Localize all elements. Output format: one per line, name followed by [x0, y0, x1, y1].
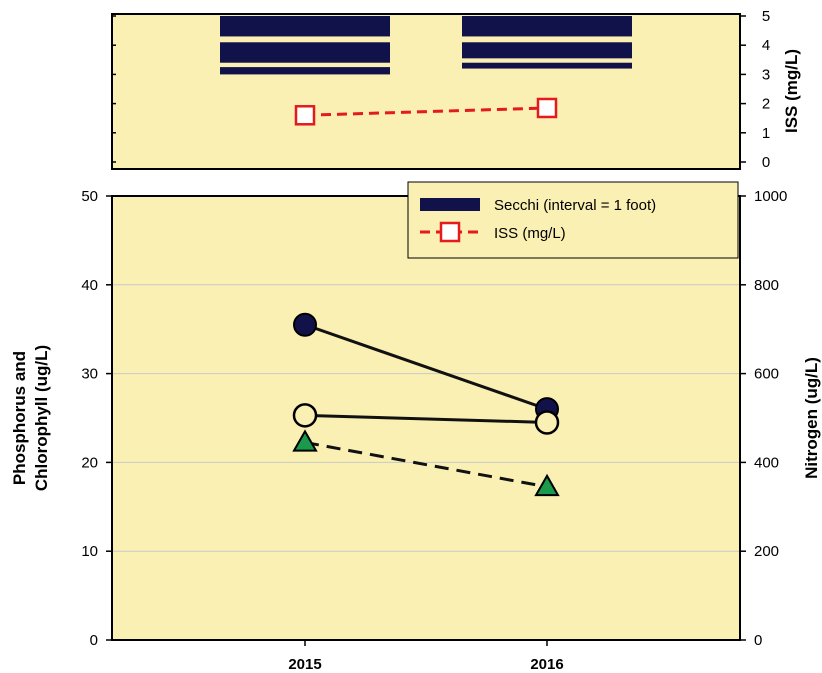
- series-2-point: [534, 473, 560, 497]
- secchi-bar-segment: [462, 62, 632, 69]
- legend-box: [407, 181, 739, 259]
- series-2-line: [304, 440, 548, 489]
- series-1-point: [292, 403, 318, 428]
- legend-secchi-label: Secchi (interval = 1 foot): [494, 197, 656, 214]
- secchi-bar-segment: [220, 42, 390, 63]
- bottom-right-axis: 0 200 400 600 800 1000: [740, 188, 787, 649]
- series-1-line: [304, 413, 548, 424]
- series-1-point: [534, 410, 560, 435]
- secchi-bar-segment: [220, 16, 390, 37]
- iss-series: [294, 97, 558, 126]
- top-right-tick-label: 2: [762, 96, 770, 113]
- gridlines: [112, 284, 740, 552]
- top-right-tick-label: 3: [762, 66, 770, 83]
- left-tick-label: 10: [81, 543, 98, 560]
- x-tick-label: 2016: [530, 656, 563, 673]
- right-tick-label: 0: [754, 632, 762, 649]
- top-panel-right-axis: 0 1 2 3 4 5: [740, 8, 770, 171]
- bottom-left-axis: 0 10 20 30 40 50: [81, 188, 112, 649]
- top-panel-left-ticks: [112, 15, 116, 163]
- series-0-point: [293, 312, 317, 337]
- series-0-line: [304, 323, 548, 411]
- right-tick-label: 1000: [754, 188, 787, 205]
- legend-iss-marker: [439, 221, 461, 243]
- secchi-bar-segment: [220, 67, 390, 75]
- secchi-bar-segment: [462, 42, 632, 59]
- right-tick-label: 800: [754, 277, 779, 294]
- left-tick-label: 0: [90, 632, 98, 649]
- top-right-tick-label: 0: [762, 154, 770, 171]
- iss-line: [304, 106, 548, 117]
- left-y-axis-title-line1: Phosphorus and: [10, 351, 29, 485]
- secchi-bar-segment: [462, 16, 632, 37]
- right-tick-label: 400: [754, 454, 779, 471]
- left-tick-label: 50: [81, 188, 98, 205]
- left-tick-label: 30: [81, 366, 98, 383]
- iss-marker: [536, 97, 558, 119]
- top-right-tick-label: 1: [762, 125, 770, 142]
- top-right-tick-label: 5: [762, 8, 770, 25]
- data-series: [292, 312, 560, 497]
- top-panel-background: [111, 13, 741, 170]
- right-tick-label: 600: [754, 366, 779, 383]
- right-y-axis-title: Nitrogen (ug/L): [802, 357, 821, 479]
- series-2-point: [292, 429, 318, 452]
- secchi-bars: [220, 16, 632, 75]
- x-axis: 2015 2016: [288, 640, 564, 673]
- iss-marker: [294, 105, 316, 126]
- left-y-axis-title-line2: Chlorophyll (ug/L): [32, 345, 51, 491]
- legend: Secchi (interval = 1 foot) ISS (mg/L): [407, 181, 739, 259]
- left-tick-label: 40: [81, 277, 98, 294]
- top-y-axis-title: ISS (mg/L): [782, 49, 801, 133]
- x-tick-label: 2015: [288, 656, 321, 673]
- legend-secchi-swatch: [420, 198, 480, 211]
- top-right-tick-label: 4: [762, 37, 770, 54]
- right-tick-label: 200: [754, 543, 779, 560]
- left-tick-label: 20: [81, 454, 98, 471]
- legend-iss-label: ISS (mg/L): [494, 225, 566, 242]
